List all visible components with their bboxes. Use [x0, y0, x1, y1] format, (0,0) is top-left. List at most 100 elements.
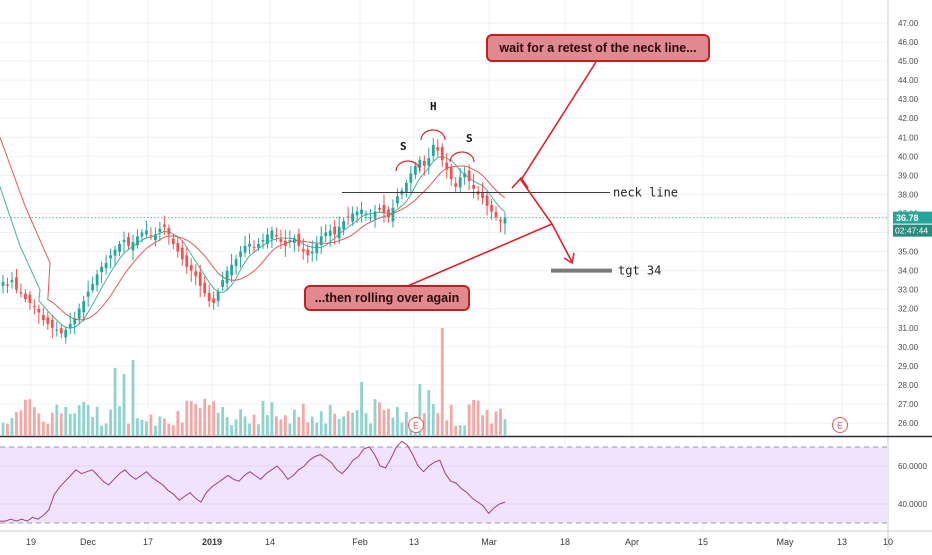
volume-bar [283, 415, 287, 436]
candle-body [387, 209, 390, 218]
candle-body [324, 232, 328, 237]
volume-bar [463, 425, 467, 436]
target-line-label: tgt 34 [618, 264, 661, 278]
left-shoulder-arc [395, 160, 421, 172]
volume-bar [15, 412, 18, 436]
volume-bar [266, 415, 269, 436]
candle-body [346, 216, 350, 218]
candle-body [472, 185, 476, 189]
volume-bar [499, 408, 502, 436]
time-tick-label: 13 [837, 537, 847, 547]
time-tick-label: 13 [409, 537, 419, 547]
price-tick-label: 45.00 [898, 57, 919, 66]
candle-body [100, 266, 103, 273]
candle-body [413, 165, 417, 175]
candle-body [225, 270, 229, 284]
volume-bar [198, 408, 202, 436]
volume-bar [391, 417, 395, 436]
candle-body [292, 238, 296, 243]
event-marker [832, 417, 848, 433]
rsi-band [0, 447, 888, 523]
volume-bar [154, 425, 157, 436]
candle-body [194, 271, 198, 277]
candle-body [131, 242, 135, 251]
volume-bar [109, 409, 112, 436]
volume-bar [64, 406, 68, 436]
price-tick-label: 29.00 [898, 362, 919, 371]
countdown-tag [893, 224, 932, 237]
price-tick-label: 30.00 [898, 343, 919, 352]
candle-body [261, 240, 265, 242]
volume-bar [189, 401, 193, 436]
candle-body [68, 323, 72, 329]
volume-bar [113, 368, 117, 436]
volume-bar [82, 401, 86, 436]
volume-bar [104, 423, 108, 436]
volume-bar [337, 419, 341, 436]
volume-bar [32, 407, 36, 436]
annotation-rollover[interactable]: ...then rolling over again [304, 285, 470, 311]
volume-bar [324, 423, 328, 436]
rsi-tick-label: 40.0000 [898, 500, 927, 509]
volume-bar [378, 402, 381, 436]
candle-body [77, 308, 81, 319]
left-shoulder-label: S [400, 140, 407, 153]
volume-bar [454, 425, 458, 436]
arrowhead-down [563, 252, 575, 265]
candle-body [41, 315, 45, 321]
volume-bar [46, 423, 50, 436]
candle-body [46, 317, 50, 324]
candle-body [436, 147, 440, 151]
volume-bar [351, 412, 354, 436]
candle-body [355, 211, 359, 216]
candle-body [216, 291, 220, 301]
price-tick-label: 31.00 [898, 324, 919, 333]
candle-body [328, 230, 332, 236]
candle-body [503, 217, 507, 224]
time-tick-label: May [776, 537, 794, 547]
volume-bar [355, 410, 359, 436]
time-tick-label: Feb [352, 537, 368, 547]
time-tick-label: 14 [265, 537, 275, 547]
candle-body [136, 236, 139, 246]
volume-bar [131, 360, 135, 436]
candle-body [467, 170, 471, 182]
volume-bar [400, 422, 404, 436]
volume-bar [176, 410, 180, 436]
candle-body [485, 195, 489, 206]
candle-body [306, 249, 310, 256]
right-shoulder-label: S [466, 132, 473, 145]
candle-body [499, 219, 502, 222]
candle-body [396, 196, 399, 204]
candle-body [212, 298, 216, 303]
volume-bar [440, 328, 444, 436]
candle-body [360, 209, 363, 215]
volume-bar [364, 413, 368, 436]
candle-body [149, 235, 153, 237]
volume-bar [467, 404, 471, 436]
volume-bar [445, 420, 449, 436]
candle-body [440, 147, 444, 161]
candle-body [167, 228, 171, 235]
volume-bar [369, 423, 372, 436]
neck-line-label: neck line [613, 185, 678, 199]
candle-body [198, 272, 202, 286]
countdown-label: 02:47:44 [895, 226, 928, 236]
volume-bar [422, 413, 426, 436]
candle-body [369, 217, 372, 219]
volume-bar [216, 412, 220, 436]
candle-body [176, 242, 180, 252]
volume-bar [252, 414, 256, 436]
price-tick-label: 38.00 [898, 190, 919, 199]
candle-body [230, 264, 233, 276]
candle-body [207, 292, 211, 302]
annotation-retest[interactable]: wait for a retest of the neck line... [486, 34, 710, 62]
candle-body [64, 329, 68, 338]
volume-bar [279, 419, 283, 436]
time-tick-label: Apr [625, 537, 639, 547]
candle-body [185, 255, 189, 267]
candle-body [113, 249, 117, 256]
volume-bar [396, 406, 399, 436]
